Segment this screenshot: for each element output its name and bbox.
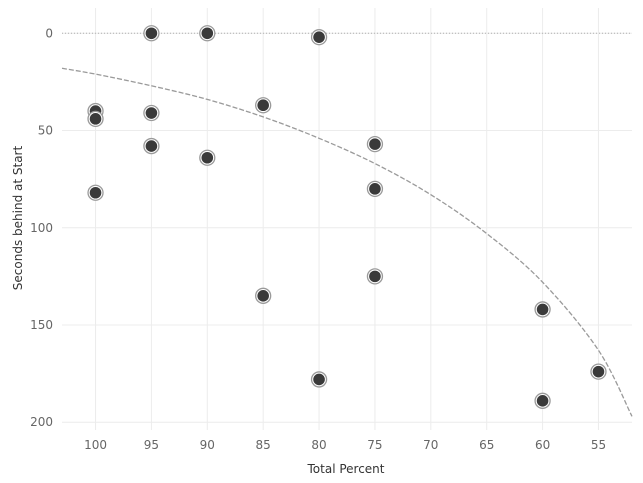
data-point [255, 287, 272, 304]
data-point [534, 392, 551, 409]
x-tick-labels: 100 95 90 85 80 75 70 65 60 55 [84, 438, 606, 452]
data-point [590, 363, 607, 380]
y-tick-label: 50 [38, 124, 53, 138]
data-point-dot [369, 270, 381, 283]
x-tick-label: 85 [256, 438, 271, 452]
data-point-dot [257, 290, 269, 302]
y-axis-title: Seconds behind at Start [11, 146, 25, 291]
y-tick-labels: 0 50 100 150 200 [30, 26, 53, 429]
data-point [87, 184, 104, 201]
x-tick-label: 80 [311, 438, 326, 452]
data-point-dot [313, 31, 325, 43]
data-point [366, 135, 384, 153]
x-tick-label: 60 [535, 438, 550, 452]
data-point-dot [313, 373, 325, 386]
data-point [143, 25, 160, 42]
data-point [366, 180, 384, 198]
data-point [310, 29, 328, 46]
data-point-dot [145, 140, 158, 152]
x-tick-label: 55 [591, 438, 606, 452]
trend-line [61, 67, 633, 417]
data-point [366, 268, 384, 285]
data-point-dot [89, 113, 102, 125]
x-tick-label: 95 [144, 438, 159, 452]
x-tick-label: 90 [200, 438, 215, 452]
data-point-dot [536, 303, 549, 316]
y-tick-label: 150 [30, 318, 53, 332]
data-point-dot [201, 151, 214, 164]
data-point [310, 371, 328, 388]
x-tick-label: 100 [84, 438, 107, 452]
data-point-dot [89, 186, 102, 199]
data-point [87, 110, 104, 127]
data-point [143, 137, 160, 155]
x-tick-label: 70 [423, 438, 438, 452]
data-point [199, 25, 216, 42]
data-point [199, 149, 216, 166]
x-tick-label: 65 [479, 438, 494, 452]
y-tick-label: 100 [30, 221, 53, 235]
y-tick-label: 200 [30, 415, 53, 429]
data-point [143, 104, 160, 122]
data-point-dot [536, 395, 549, 407]
data-point-dot [145, 107, 158, 119]
data-point-dot [145, 27, 158, 40]
data-point [534, 301, 551, 318]
data-point-dot [369, 138, 381, 150]
data-points [87, 25, 607, 409]
data-point-dot [592, 365, 605, 378]
x-tick-label: 75 [367, 438, 382, 452]
data-point [255, 97, 272, 114]
data-point-dot [201, 27, 214, 40]
data-point-dot [369, 183, 381, 195]
data-point-dot [257, 99, 269, 112]
y-tick-label: 0 [45, 26, 53, 40]
grid-lines [62, 8, 632, 430]
x-axis-title: Total Percent [307, 462, 385, 476]
